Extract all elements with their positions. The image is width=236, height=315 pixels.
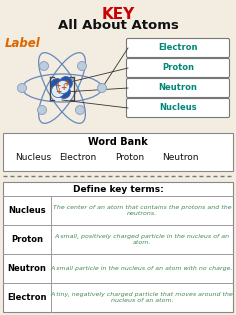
Text: Proton: Proton (115, 152, 145, 162)
Text: A small particle in the nucleus of an atom with no charge.: A small particle in the nucleus of an at… (51, 266, 233, 271)
Text: KEY: KEY (101, 7, 135, 22)
Text: A small, positively charged particle in the nucleus of an
atom.: A small, positively charged particle in … (55, 234, 230, 245)
Text: Proton: Proton (162, 64, 194, 72)
Circle shape (58, 85, 71, 99)
Circle shape (77, 61, 87, 71)
Text: Nucleus: Nucleus (159, 104, 197, 112)
Text: +: + (63, 79, 69, 88)
Text: Neutron: Neutron (8, 264, 46, 273)
Text: Neutron: Neutron (162, 152, 198, 162)
Text: +: + (55, 87, 61, 96)
Circle shape (56, 81, 69, 94)
Text: Proton: Proton (11, 235, 43, 244)
FancyBboxPatch shape (126, 78, 229, 98)
Text: Define key terms:: Define key terms: (73, 185, 163, 194)
Text: Label: Label (5, 37, 41, 50)
Circle shape (51, 78, 63, 91)
Text: Word Bank: Word Bank (88, 137, 148, 147)
Text: All About Atoms: All About Atoms (58, 19, 178, 32)
Circle shape (17, 83, 26, 93)
Text: Electron: Electron (7, 293, 47, 302)
FancyBboxPatch shape (126, 59, 229, 77)
Text: The center of an atom that contains the protons and the
neutrons.: The center of an atom that contains the … (53, 205, 231, 216)
Text: Neutron: Neutron (159, 83, 198, 93)
Circle shape (59, 77, 72, 89)
FancyBboxPatch shape (3, 133, 233, 171)
Circle shape (39, 61, 49, 71)
FancyBboxPatch shape (3, 182, 233, 312)
Text: +: + (60, 83, 66, 92)
FancyBboxPatch shape (126, 99, 229, 117)
Text: Nucleus: Nucleus (15, 152, 51, 162)
Text: Nucleus: Nucleus (8, 206, 46, 215)
Text: A tiny, negatively charged particle that moves around the
nucleus of an atom.: A tiny, negatively charged particle that… (51, 292, 233, 303)
Circle shape (97, 83, 106, 93)
Text: +: + (54, 81, 60, 90)
Text: Electron: Electron (59, 152, 97, 162)
FancyBboxPatch shape (126, 38, 229, 58)
Circle shape (38, 106, 46, 114)
Text: Electron: Electron (158, 43, 198, 53)
Circle shape (51, 84, 64, 98)
Circle shape (76, 106, 84, 114)
